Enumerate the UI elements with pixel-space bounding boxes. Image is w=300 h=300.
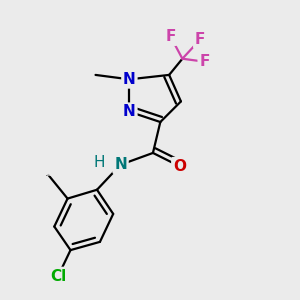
Text: N: N: [123, 72, 136, 87]
Text: methyl: methyl: [46, 174, 51, 176]
Text: Cl: Cl: [50, 268, 66, 284]
Text: F: F: [199, 54, 210, 69]
Text: F: F: [195, 32, 205, 47]
Text: N: N: [123, 104, 136, 119]
Text: N: N: [114, 157, 127, 172]
Text: F: F: [165, 29, 176, 44]
Text: H: H: [94, 155, 105, 170]
Text: O: O: [173, 159, 186, 174]
